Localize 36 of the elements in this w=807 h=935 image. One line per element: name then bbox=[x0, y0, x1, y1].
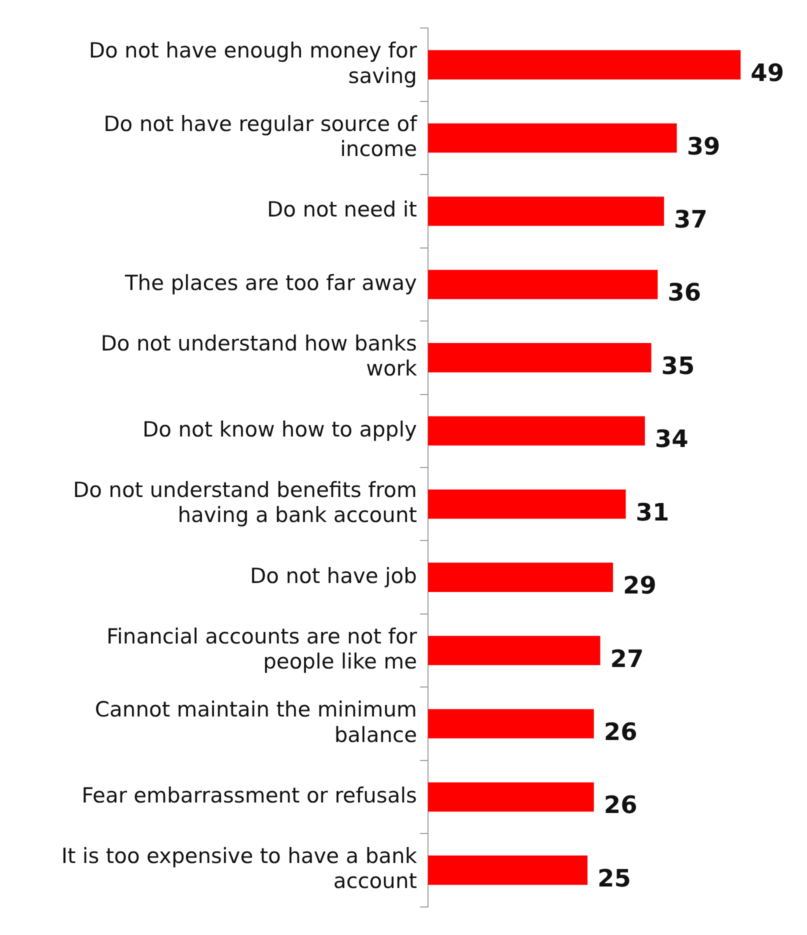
y-tick-label: Cannot maintain the minimum balance bbox=[94, 698, 417, 747]
y-tick-label: Do not have job bbox=[250, 564, 417, 588]
y-tick-label: Financial accounts are not for people like me bbox=[106, 624, 418, 674]
y-tick-label: Do not have enough money for saving bbox=[88, 38, 418, 88]
y-tick-label: It is too expensive to have a bank account bbox=[61, 844, 418, 894]
data-label: 39 bbox=[686, 132, 720, 160]
y-tick-label: Do not have regular source of income bbox=[104, 112, 418, 162]
data-label: 25 bbox=[598, 864, 631, 892]
bar bbox=[428, 489, 626, 519]
y-tick-label: Do not understand benefits from having a bank account bbox=[72, 478, 417, 528]
y-tick-label: Fear embarrassment or refusals bbox=[82, 783, 417, 808]
data-label: 31 bbox=[636, 498, 670, 526]
bar bbox=[428, 416, 645, 446]
data-label: 26 bbox=[604, 718, 638, 746]
bar bbox=[428, 856, 588, 885]
data-label: 35 bbox=[661, 352, 695, 380]
data-label: 37 bbox=[674, 205, 708, 234]
data-label: 34 bbox=[654, 425, 688, 454]
data-label: 36 bbox=[668, 278, 702, 307]
data-label: 49 bbox=[750, 59, 784, 88]
bar bbox=[428, 50, 741, 80]
bar bbox=[428, 636, 600, 666]
data-label: 29 bbox=[623, 572, 656, 600]
y-tick-label: Do not know how to apply bbox=[142, 417, 417, 442]
data-label: 27 bbox=[610, 644, 644, 673]
bar bbox=[428, 782, 594, 812]
bar bbox=[428, 123, 677, 153]
y-tick-label: The places are too far away bbox=[124, 270, 417, 295]
bar bbox=[428, 562, 614, 592]
bar bbox=[428, 270, 658, 300]
y-tick-label: Do not need it bbox=[267, 198, 417, 222]
bar bbox=[428, 709, 594, 738]
data-label: 26 bbox=[604, 791, 638, 820]
bar bbox=[428, 196, 664, 226]
y-tick-label: Do not understand how banks work bbox=[100, 332, 418, 381]
bar bbox=[428, 343, 652, 372]
